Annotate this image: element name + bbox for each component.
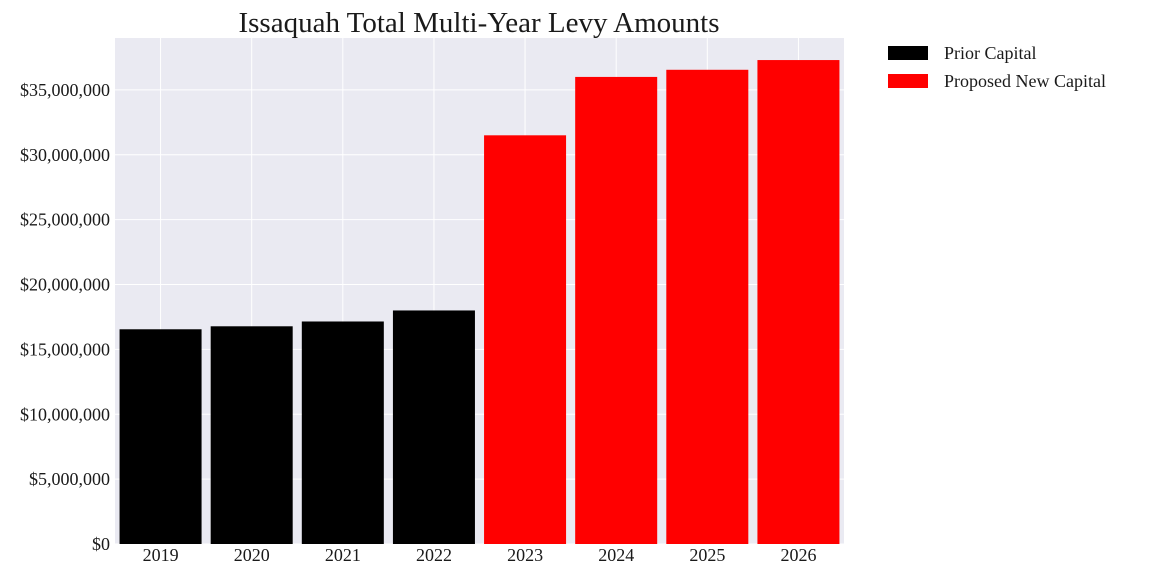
y-tick-label: $10,000,000: [20, 404, 110, 424]
x-tick-label: 2023: [507, 545, 543, 565]
bar-2022: [392, 310, 475, 544]
legend-label: Proposed New Capital: [944, 71, 1106, 91]
chart-title: Issaquah Total Multi-Year Levy Amounts: [238, 7, 719, 39]
legend-label: Prior Capital: [944, 43, 1037, 63]
bar-2020: [210, 326, 293, 544]
legend: Prior Capital Proposed New Capital: [888, 43, 1106, 91]
legend-swatch: [888, 74, 928, 88]
bars: [119, 60, 840, 545]
y-tick-label: $15,000,000: [20, 339, 110, 359]
bar-2025: [666, 69, 749, 545]
y-axis-ticks: $0 $5,000,000 $10,000,000 $15,000,000 $20,00…: [20, 80, 110, 554]
x-tick-label: 2021: [325, 545, 361, 565]
y-tick-label: $35,000,000: [20, 80, 110, 100]
bar-2019: [119, 329, 202, 544]
bar-2024: [575, 76, 658, 544]
bar-2023: [484, 135, 567, 545]
x-tick-label: 2020: [234, 545, 270, 565]
bar-2026: [757, 60, 840, 545]
x-tick-label: 2026: [780, 545, 816, 565]
x-tick-label: 2019: [143, 545, 179, 565]
y-tick-label: $30,000,000: [20, 145, 110, 165]
legend-swatch: [888, 46, 928, 60]
y-tick-label: $5,000,000: [29, 469, 110, 489]
x-tick-label: 2025: [689, 545, 725, 565]
bar-2021: [301, 321, 384, 544]
x-tick-label: 2024: [598, 545, 634, 565]
y-tick-label: $25,000,000: [20, 210, 110, 230]
x-axis-ticks: 2019 2020 2021 2022 2023 2024 2025 2026: [143, 545, 817, 565]
y-tick-label: $20,000,000: [20, 275, 110, 295]
y-tick-label: $0: [92, 534, 110, 554]
x-tick-label: 2022: [416, 545, 452, 565]
